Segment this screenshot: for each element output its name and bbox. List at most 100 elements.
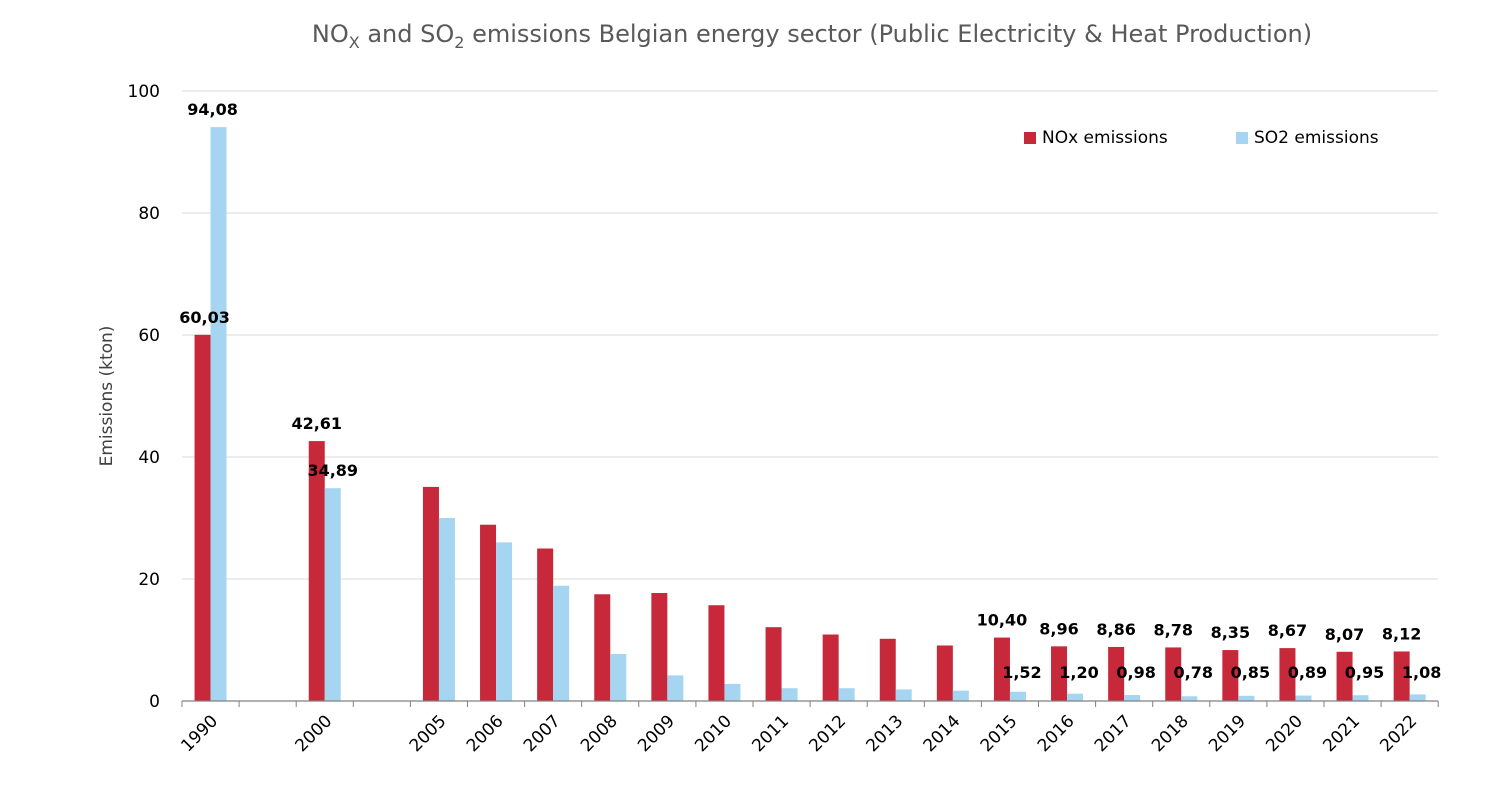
x-tick-label: 2014	[920, 711, 965, 756]
bar-so2	[324, 488, 341, 701]
data-label-nox: 8,07	[1325, 625, 1364, 644]
y-tick-label: 40	[138, 448, 160, 468]
bar-nox	[308, 441, 325, 701]
bar-so2	[210, 127, 227, 701]
x-tick-label: 2018	[1148, 711, 1193, 756]
bar-nox	[822, 634, 839, 701]
title-part-rest: emissions Belgian energy sector (Public …	[464, 20, 1312, 48]
x-tick-label: 2006	[463, 711, 508, 756]
title-part-and-so: and SO	[360, 20, 455, 48]
bar-nox	[194, 334, 211, 701]
bar-nox	[1336, 651, 1353, 701]
y-axis-ticks: 0 20 40 60 80 100	[128, 82, 160, 712]
bar-so2	[610, 654, 627, 701]
bar-so2	[1409, 694, 1426, 701]
data-label-so2: 0,85	[1231, 663, 1270, 682]
x-tick-label: 2017	[1091, 711, 1136, 756]
legend-label-so2: SO2 emissions	[1254, 128, 1379, 148]
y-tick-label: 60	[138, 326, 160, 346]
bar-so2	[1124, 695, 1141, 701]
bar-nox	[1165, 647, 1182, 701]
bar-so2	[724, 683, 741, 701]
gridlines	[182, 90, 1438, 580]
title-subscript-2: 2	[454, 33, 464, 52]
data-label-nox: 8,35	[1211, 623, 1250, 642]
bar-so2	[1352, 695, 1369, 701]
x-tick-label: 2016	[1034, 711, 1079, 756]
bar-nox	[422, 486, 439, 701]
x-tick-label: 2008	[577, 711, 622, 756]
y-axis-label: Emissions (kton)	[97, 326, 117, 467]
data-labels: 60,03 94,08 42,61 34,89 10,40 1,52 8,96 1,20 8,8…	[179, 100, 1441, 682]
x-tick-label: 2022	[1376, 711, 1421, 756]
data-label-nox: 42,61	[291, 414, 342, 433]
bar-so2	[667, 675, 684, 701]
y-tick-label: 0	[149, 692, 160, 712]
bar-nox	[1108, 646, 1125, 701]
legend-swatch-so2	[1236, 132, 1248, 144]
data-label-nox: 8,96	[1039, 619, 1078, 638]
data-label-so2: 0,78	[1174, 663, 1213, 682]
data-label-so2: 0,95	[1345, 663, 1384, 682]
bar-nox	[936, 645, 953, 701]
bar-nox	[594, 594, 611, 701]
x-tick-label: 2011	[748, 711, 793, 756]
bar-so2	[895, 689, 912, 701]
legend: NOx emissions SO2 emissions	[1024, 128, 1379, 148]
bar-nox	[480, 524, 497, 701]
bars	[194, 127, 1426, 701]
x-tick-label: 2013	[863, 711, 908, 756]
data-label-nox: 8,78	[1154, 620, 1193, 639]
bar-so2	[781, 688, 798, 701]
y-tick-label: 100	[128, 82, 160, 102]
data-label-so2: 1,20	[1059, 663, 1098, 682]
title-part-no: NO	[312, 20, 349, 48]
bar-nox	[1051, 646, 1068, 701]
bar-so2	[553, 585, 570, 701]
x-tick-label: 2019	[1205, 711, 1250, 756]
bar-nox	[537, 548, 554, 701]
title-subscript-x: X	[349, 33, 360, 52]
bar-nox	[708, 605, 725, 701]
x-tick-label: 2000	[292, 711, 337, 756]
chart-title: NOX and SO2 emissions Belgian energy sec…	[312, 20, 1312, 52]
data-label-nox: 60,03	[179, 308, 230, 327]
bar-so2	[1181, 696, 1198, 701]
x-tick-label: 2012	[805, 711, 850, 756]
x-tick-label: 2005	[406, 711, 451, 756]
bar-nox	[1393, 651, 1410, 701]
bar-nox	[993, 637, 1010, 701]
legend-swatch-nox	[1024, 132, 1036, 144]
data-label-nox: 8,12	[1382, 624, 1421, 643]
x-tick-label: 2009	[634, 711, 679, 756]
x-tick-label: 2021	[1319, 711, 1364, 756]
x-tick-label: 2015	[977, 711, 1022, 756]
bar-nox	[1279, 648, 1296, 701]
bar-so2	[1238, 695, 1255, 701]
bar-so2	[952, 690, 969, 701]
data-label-nox: 8,86	[1096, 620, 1135, 639]
x-tick-label: 1990	[177, 711, 222, 756]
bar-nox	[651, 593, 668, 701]
bar-so2	[838, 688, 855, 701]
bar-nox	[765, 627, 782, 701]
x-axis-ticks: 1990 2000 2005 2006 2007 2008 2009 2010 2011 2012…	[177, 711, 1421, 756]
data-label-so2: 0,98	[1116, 663, 1155, 682]
x-tick-label: 2010	[691, 711, 736, 756]
data-label-so2: 1,08	[1402, 663, 1441, 682]
data-label-nox: 8,67	[1268, 621, 1307, 640]
bar-so2	[1067, 693, 1084, 701]
data-label-so2: 94,08	[187, 100, 238, 119]
bar-so2	[1295, 695, 1312, 701]
bar-so2	[1009, 691, 1026, 701]
bar-nox	[879, 638, 896, 701]
bar-so2	[438, 518, 455, 701]
data-label-so2: 34,89	[307, 461, 358, 480]
x-axis	[181, 700, 1439, 707]
bar-so2	[496, 542, 513, 701]
data-label-so2: 0,89	[1288, 663, 1327, 682]
bar-nox	[1222, 650, 1239, 701]
x-tick-label: 2020	[1262, 711, 1307, 756]
data-label-so2: 1,52	[1002, 663, 1041, 682]
